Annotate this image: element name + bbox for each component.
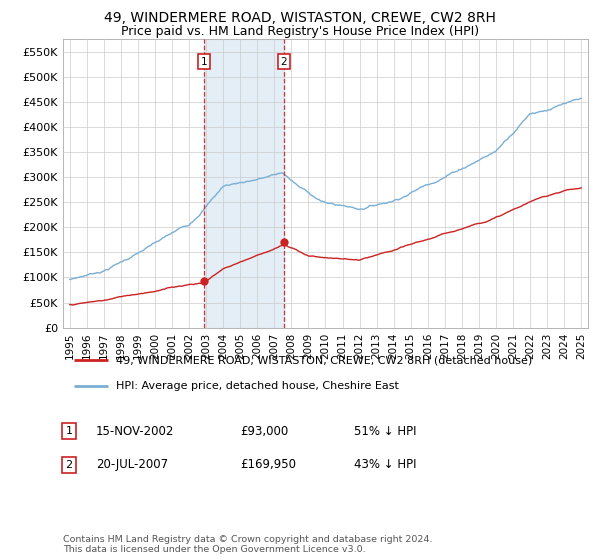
Text: 49, WINDERMERE ROAD, WISTASTON, CREWE, CW2 8RH (detached house): 49, WINDERMERE ROAD, WISTASTON, CREWE, C… [115, 355, 532, 365]
Text: Contains HM Land Registry data © Crown copyright and database right 2024.
This d: Contains HM Land Registry data © Crown c… [63, 535, 433, 554]
Text: HPI: Average price, detached house, Cheshire East: HPI: Average price, detached house, Ches… [115, 381, 398, 391]
Text: 51% ↓ HPI: 51% ↓ HPI [354, 424, 416, 438]
Text: 2: 2 [280, 57, 287, 67]
Text: 1: 1 [65, 426, 73, 436]
Text: 43% ↓ HPI: 43% ↓ HPI [354, 458, 416, 472]
Text: 49, WINDERMERE ROAD, WISTASTON, CREWE, CW2 8RH: 49, WINDERMERE ROAD, WISTASTON, CREWE, C… [104, 11, 496, 25]
Bar [204, 39, 284, 328]
Text: 2: 2 [65, 460, 73, 470]
Text: 15-NOV-2002: 15-NOV-2002 [96, 424, 175, 438]
Text: £93,000: £93,000 [240, 424, 288, 438]
Text: Price paid vs. HM Land Registry's House Price Index (HPI): Price paid vs. HM Land Registry's House … [121, 25, 479, 38]
Text: 20-JUL-2007: 20-JUL-2007 [96, 458, 168, 472]
Text: 1: 1 [201, 57, 208, 67]
Text: £169,950: £169,950 [240, 458, 296, 472]
